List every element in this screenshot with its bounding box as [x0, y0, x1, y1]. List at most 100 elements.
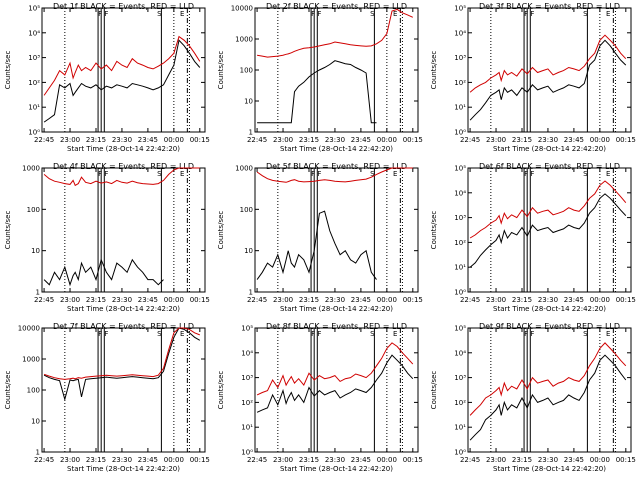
y-axis-label: Counts/sec [217, 371, 225, 410]
y-tick-label: 1000 [22, 356, 40, 364]
series-lld-line [469, 180, 627, 239]
marker-label: F [530, 330, 534, 338]
detector-panel-1: Det 1f BLACK = Events, RED = LLD 10⁰ 10¹ 10… [4, 2, 210, 153]
marker-label: E [393, 170, 397, 178]
x-tick-label: 23:15 [86, 456, 106, 464]
marker-label: F [104, 10, 108, 18]
y-tick-label: 10000 [18, 325, 40, 333]
x-tick-label: 00:00 [377, 296, 397, 304]
x-tick-label: 00:15 [616, 296, 636, 304]
y-axis-label: Counts/sec [4, 51, 12, 90]
plot-frame [254, 167, 419, 293]
marker-label: E [180, 10, 184, 18]
x-tick-label: 23:15 [299, 296, 319, 304]
marker-label: S [583, 10, 588, 18]
x-tick-label: 22:45 [460, 456, 480, 464]
x-tick-label: 23:00 [273, 136, 293, 144]
x-tick-label: 23:00 [486, 456, 506, 464]
y-axis-label: Counts/sec [430, 51, 438, 90]
plot-frame [254, 327, 419, 453]
x-tick-label: 23:30 [538, 456, 558, 464]
plot-title: Det 6f BLACK = Events, RED = LLD [479, 162, 620, 171]
x-tick-label: 23:00 [486, 296, 506, 304]
series-events-line [43, 327, 201, 402]
marker-label: F [98, 330, 102, 338]
x-tick-label: 00:00 [164, 296, 184, 304]
x-tick-label: 23:15 [86, 136, 106, 144]
x-tick-label: 23:00 [60, 296, 80, 304]
y-tick-label: 10² [454, 239, 466, 247]
series-events-line [469, 354, 627, 441]
plot-title: Det 7f BLACK = Events, RED = LLD [53, 322, 194, 331]
y-tick-label: 10 [244, 98, 253, 106]
series-events-line [256, 354, 414, 413]
y-tick-label: 10³ [241, 374, 253, 382]
series-lld-line [43, 35, 201, 96]
x-tick-label: 23:15 [512, 136, 532, 144]
plot-frame [41, 167, 206, 293]
x-tick-label: 23:30 [538, 136, 558, 144]
x-tick-label: 00:15 [403, 136, 423, 144]
series-events-line [256, 210, 377, 280]
x-tick-label: 22:45 [247, 136, 267, 144]
x-tick-label: 00:00 [164, 456, 184, 464]
x-tick-label: 00:15 [190, 136, 210, 144]
marker-label: F [104, 330, 108, 338]
x-tick-label: 22:45 [34, 456, 54, 464]
x-tick-label: 22:45 [460, 296, 480, 304]
x-tick-label: 23:45 [351, 136, 371, 144]
series-lld-line [43, 327, 200, 380]
x-tick-label: 23:00 [273, 456, 293, 464]
marker-label: F [311, 170, 315, 178]
y-tick-label: 1 [36, 449, 40, 457]
plot-frame [254, 7, 419, 133]
y-tick-label: 10² [28, 79, 40, 87]
y-tick-label: 10¹ [28, 104, 40, 112]
y-tick-label: 10⁵ [28, 5, 40, 13]
marker-label: F [98, 170, 102, 178]
y-tick-label: 10² [454, 79, 466, 87]
x-tick-label: 23:45 [564, 136, 584, 144]
marker-label: E [180, 330, 184, 338]
detector-panel-5: Det 5f BLACK = Events, RED = LLD 1 10 100 10… [217, 162, 423, 313]
x-tick-label: 23:45 [564, 456, 584, 464]
x-tick-label: 00:00 [377, 456, 397, 464]
y-tick-label: 10⁴ [28, 29, 40, 37]
x-tick-label: 23:30 [538, 296, 558, 304]
marker-label: S [370, 10, 375, 18]
series-events-line [43, 39, 201, 123]
plot-title: Det 8f BLACK = Events, RED = LLD [266, 322, 407, 331]
x-tick-label: 00:15 [616, 456, 636, 464]
y-tick-label: 10⁰ [454, 289, 466, 297]
y-axis-label: Counts/sec [430, 211, 438, 250]
y-tick-label: 10¹ [454, 424, 466, 432]
y-axis-label: Counts/sec [217, 211, 225, 250]
series-events-line [43, 258, 164, 287]
y-tick-label: 10¹ [454, 104, 466, 112]
x-axis-label: Start Time (28-Oct-14 22:42:20) [280, 305, 393, 313]
detector-panel-7: Det 7f BLACK = Events, RED = LLD 1 10 100 10… [4, 322, 210, 473]
x-tick-label: 00:00 [164, 136, 184, 144]
marker-label: F [530, 10, 534, 18]
marker-label: E [393, 10, 397, 18]
marker-label: S [370, 170, 375, 178]
y-tick-label: 10⁵ [454, 165, 466, 173]
marker-label: S [157, 330, 162, 338]
marker-label: F [311, 10, 315, 18]
x-axis-label: Start Time (28-Oct-14 22:42:20) [493, 305, 606, 313]
y-tick-label: 10² [454, 399, 466, 407]
y-tick-label: 10000 [231, 5, 253, 13]
x-tick-label: 00:00 [590, 136, 610, 144]
y-tick-label: 10⁰ [454, 129, 466, 137]
y-tick-label: 10 [31, 418, 40, 426]
y-axis-label: Counts/sec [430, 371, 438, 410]
y-tick-label: 10³ [28, 54, 40, 62]
x-tick-label: 23:30 [325, 296, 345, 304]
detector-panel-4: Det 4f BLACK = Events, RED = LLD 1 10 100 10… [4, 162, 210, 313]
y-tick-label: 100 [240, 67, 253, 75]
y-tick-label: 10⁰ [241, 449, 253, 457]
plot-title: Det 4f BLACK = Events, RED = LLD [53, 162, 194, 171]
x-tick-label: 00:00 [590, 296, 610, 304]
plot-frame [467, 327, 632, 453]
